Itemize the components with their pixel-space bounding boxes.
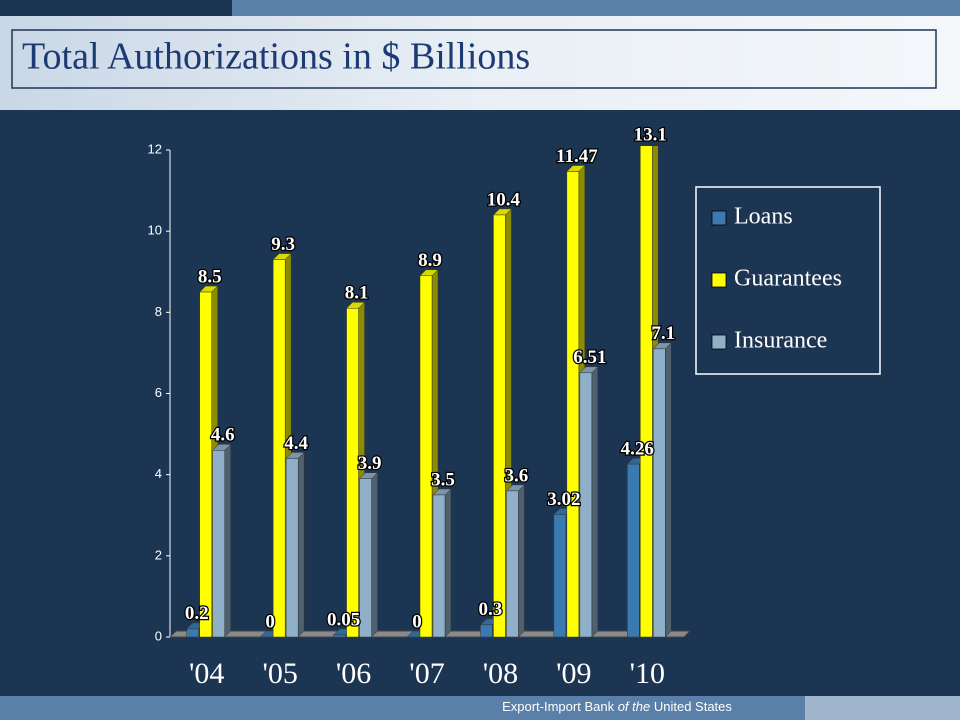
legend-label: Insurance [734,328,827,354]
x-tick-label: '05 [262,657,297,690]
x-tick-label: '04 [189,657,224,690]
y-tick-label: 8 [155,304,162,319]
legend-box [695,186,881,375]
bar [579,372,593,638]
legend-swatch [711,334,727,350]
y-tick-label: 10 [148,223,162,238]
data-label: 0 [265,611,275,632]
chart-title: Total Authorizations in $ Billions [22,36,530,78]
bar [359,478,372,638]
data-label: 4.26 [621,438,654,459]
data-label: 9.3 [271,234,295,255]
bar [432,494,446,638]
data-label: 4.6 [211,425,235,446]
data-label: 0.3 [479,599,503,620]
bar [272,259,286,638]
bar [186,628,199,638]
bar [480,624,493,638]
bar [199,291,212,638]
bar-side [591,366,599,638]
bar [566,171,580,638]
bar [493,214,506,638]
data-label: 3.5 [431,469,455,490]
bar [212,450,225,638]
data-label: 10.4 [487,189,521,210]
data-label: 8.9 [418,250,442,271]
bar-side [224,443,231,638]
footer-band [0,696,805,720]
bar-side [444,488,452,638]
header-strip-light [232,0,960,16]
bar-side [297,451,305,638]
data-label: 3.02 [547,489,580,510]
legend-label: Loans [734,204,793,230]
footer-text: Export-Import Bank of the United States [502,699,732,714]
legend-label: Guarantees [734,266,842,292]
title-box [11,29,937,89]
legend-swatch [711,272,727,288]
footer-part: United States [650,699,732,714]
x-tick-label: '09 [556,657,591,690]
bar [285,458,299,638]
data-label: 8.1 [345,283,369,304]
data-label: 8.5 [198,266,222,287]
data-label: 6.51 [573,347,606,368]
x-tick-label: '10 [630,657,665,690]
legend-swatch [711,210,727,226]
bar [627,463,640,638]
bar [333,634,346,638]
x-tick-label: '07 [409,657,444,690]
bar [419,275,433,638]
bar [506,490,519,638]
bar-side [371,472,378,638]
data-label: 3.9 [358,453,382,474]
y-tick-label: 12 [148,141,162,156]
bar [553,514,567,638]
data-label: 0.2 [185,603,209,624]
data-label: 0 [412,611,422,632]
data-label: 3.6 [505,465,529,486]
data-label: 13.1 [634,124,667,145]
bar [640,146,653,638]
data-label: 7.1 [651,323,675,344]
footer-band-right [805,696,960,720]
header-band [0,0,960,110]
data-label: 4.4 [284,433,308,454]
footer-part: of the [618,699,651,714]
x-tick-label: '08 [483,657,518,690]
bar [346,308,359,638]
y-tick-label: 2 [155,547,162,562]
y-tick-label: 4 [155,466,162,481]
y-tick-label: 6 [155,385,162,400]
plot-area [186,146,672,638]
header-strip [0,0,232,16]
data-label: 11.47 [556,146,598,167]
bar-side [518,484,525,638]
x-tick-label: '06 [336,657,371,690]
bar-side [665,342,672,638]
bar [653,348,666,638]
footer-part: Export-Import Bank [502,699,618,714]
data-label: 0.05 [327,609,360,630]
y-tick-label: 0 [155,628,162,643]
